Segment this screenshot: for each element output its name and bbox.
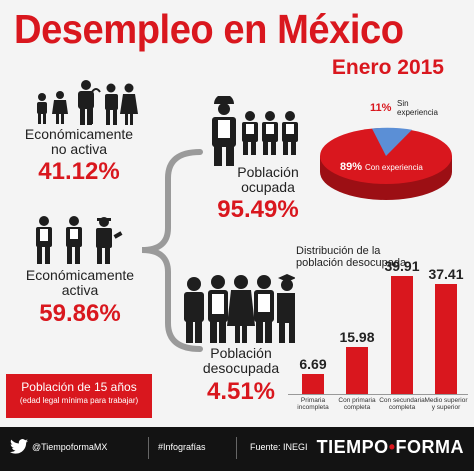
population-note-line2: (edad legal mínima para trabajar) (19, 396, 139, 405)
curly-brace (141, 149, 203, 352)
page-subtitle: Enero 2015 (331, 56, 444, 79)
page-title: Desempleo en México (14, 6, 404, 52)
unemployed-label: Población desocupada (202, 345, 280, 376)
twitter-bird-icon (10, 439, 28, 454)
experience-pie (320, 127, 452, 200)
bar-0 (302, 374, 324, 394)
bar-value-label: 15.98 (339, 328, 375, 345)
pie-slice-sin-experiencia (372, 127, 412, 156)
inactive-percent: 41.12% (38, 158, 120, 185)
population-note-line1: Población de 15 años (21, 380, 137, 394)
bar-category-label: Con primaria completa (338, 397, 376, 411)
population-note: Población de 15 años (edad legal mínima … (6, 374, 152, 418)
pie-label-sin-text: Sin experiencia (397, 99, 438, 117)
bar-2 (391, 276, 413, 394)
bar-value-label: 39.91 (384, 258, 420, 275)
footer-twitter-handle[interactable]: @TiempoformaMX (32, 442, 108, 452)
active-percent: 59.86% (39, 300, 121, 327)
bar-value-label: 6.69 (299, 356, 327, 373)
bar-value-label: 37.41 (428, 265, 464, 282)
pie-label-sin-percent: 11% (370, 102, 392, 114)
unemployed-percent: 4.51% (206, 378, 276, 405)
bar-chart-title: Distribución de la población desocupada (296, 245, 407, 269)
footer-source: Fuente: INEGI (250, 442, 308, 452)
bar-category-label: Primaria incompleta (297, 397, 329, 411)
employed-percent: 95.49% (217, 196, 299, 223)
bar-category-label: Con secundaria completa (379, 397, 425, 411)
footer-separator (236, 437, 237, 459)
brand-logo: TIEMPO•FORMA (316, 437, 464, 457)
bar-category-label: Medio superior y superior (424, 397, 468, 411)
bar-1 (346, 346, 368, 394)
pie-label-con-percent: 89% (340, 161, 363, 173)
bar-chart-axis (288, 394, 468, 395)
bar-3 (435, 283, 457, 394)
family-icon (37, 80, 138, 125)
inactive-label: Económicamente no activa (24, 126, 134, 157)
employed-workers-icon (212, 96, 298, 166)
employed-label: Población ocupada (237, 164, 299, 195)
footer-hashtag[interactable]: #Infografías (158, 442, 206, 452)
unemployed-people-icon (184, 274, 295, 343)
active-label: Económicamente activa (25, 267, 135, 298)
workers-icon (36, 216, 123, 264)
pie-label-con-text: Con experiencia (365, 163, 423, 172)
footer-separator (148, 437, 149, 459)
footer-bar: @TiempoformaMX #Infografías Fuente: INEG… (0, 427, 474, 471)
